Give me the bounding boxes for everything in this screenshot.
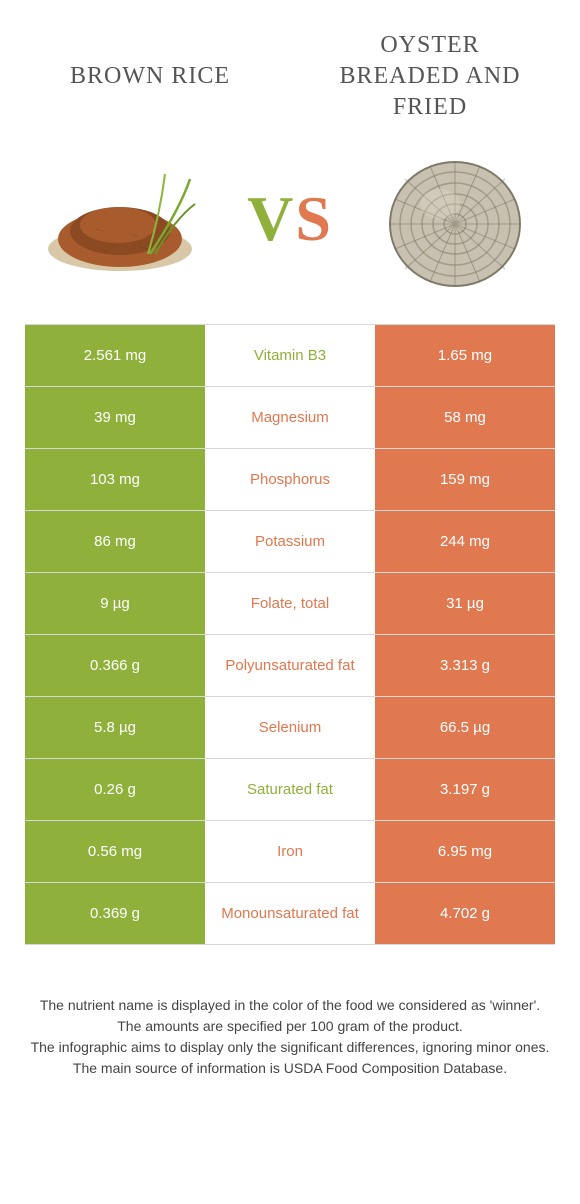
- value-left: 103 mg: [25, 449, 205, 510]
- table-row: 9 µgFolate, total31 µg: [25, 573, 555, 635]
- table-row: 0.366 gPolyunsaturated fat3.313 g: [25, 635, 555, 697]
- nutrient-table: 2.561 mgVitamin B31.65 mg39 mgMagnesium5…: [25, 324, 555, 945]
- nutrient-label: Potassium: [205, 511, 375, 572]
- footnote-3: The infographic aims to display only the…: [20, 1037, 560, 1058]
- nutrient-label: Selenium: [205, 697, 375, 758]
- title-right: OYSTER BREADED AND FRIED: [320, 30, 540, 124]
- oyster-image: [370, 144, 540, 294]
- brown-rice-image: [40, 144, 210, 294]
- table-row: 0.369 gMonounsaturated fat4.702 g: [25, 883, 555, 945]
- images-row: VS: [0, 134, 580, 324]
- table-row: 39 mgMagnesium58 mg: [25, 387, 555, 449]
- nutrient-label: Polyunsaturated fat: [205, 635, 375, 696]
- vs-v: V: [247, 183, 295, 254]
- value-left: 9 µg: [25, 573, 205, 634]
- nutrient-label: Monounsaturated fat: [205, 883, 375, 944]
- vs-label: VS: [247, 182, 333, 256]
- table-row: 2.561 mgVitamin B31.65 mg: [25, 325, 555, 387]
- nutrient-label: Vitamin B3: [205, 325, 375, 386]
- vs-s: S: [295, 183, 333, 254]
- value-right: 244 mg: [375, 511, 555, 572]
- value-left: 5.8 µg: [25, 697, 205, 758]
- value-left: 2.561 mg: [25, 325, 205, 386]
- value-right: 6.95 mg: [375, 821, 555, 882]
- value-left: 0.26 g: [25, 759, 205, 820]
- value-right: 3.313 g: [375, 635, 555, 696]
- header: BROWN RICE OYSTER BREADED AND FRIED: [0, 0, 580, 134]
- table-row: 0.26 gSaturated fat3.197 g: [25, 759, 555, 821]
- table-row: 5.8 µgSelenium66.5 µg: [25, 697, 555, 759]
- value-right: 3.197 g: [375, 759, 555, 820]
- nutrient-label: Folate, total: [205, 573, 375, 634]
- value-left: 0.366 g: [25, 635, 205, 696]
- value-right: 58 mg: [375, 387, 555, 448]
- nutrient-label: Iron: [205, 821, 375, 882]
- nutrient-label: Magnesium: [205, 387, 375, 448]
- footnote-2: The amounts are specified per 100 gram o…: [20, 1016, 560, 1037]
- footnote-1: The nutrient name is displayed in the co…: [20, 995, 560, 1016]
- value-right: 31 µg: [375, 573, 555, 634]
- footnotes: The nutrient name is displayed in the co…: [0, 945, 580, 1079]
- value-left: 0.369 g: [25, 883, 205, 944]
- value-right: 4.702 g: [375, 883, 555, 944]
- value-left: 0.56 mg: [25, 821, 205, 882]
- table-row: 0.56 mgIron6.95 mg: [25, 821, 555, 883]
- table-row: 86 mgPotassium244 mg: [25, 511, 555, 573]
- nutrient-label: Phosphorus: [205, 449, 375, 510]
- value-right: 1.65 mg: [375, 325, 555, 386]
- value-right: 66.5 µg: [375, 697, 555, 758]
- table-row: 103 mgPhosphorus159 mg: [25, 449, 555, 511]
- footnote-4: The main source of information is USDA F…: [20, 1058, 560, 1079]
- value-left: 39 mg: [25, 387, 205, 448]
- title-left: BROWN RICE: [40, 63, 260, 90]
- value-left: 86 mg: [25, 511, 205, 572]
- value-right: 159 mg: [375, 449, 555, 510]
- nutrient-label: Saturated fat: [205, 759, 375, 820]
